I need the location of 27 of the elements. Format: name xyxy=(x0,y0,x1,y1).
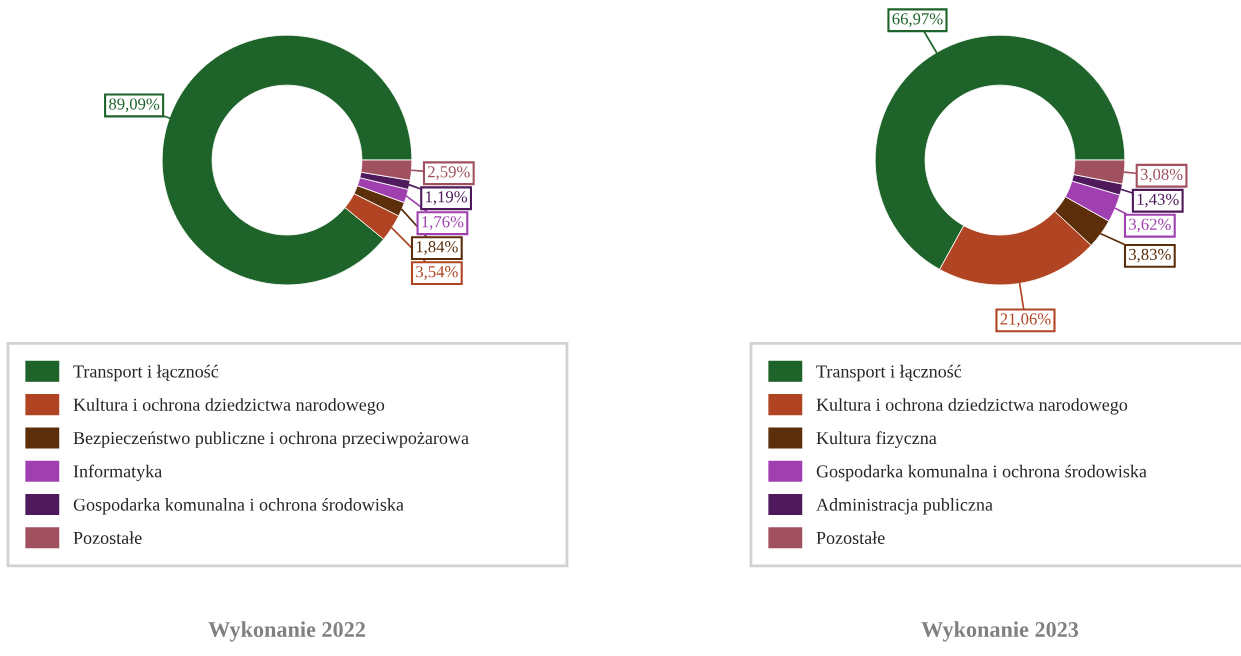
legend-label: Transport i łączność xyxy=(73,364,219,382)
legend-label: Pozostałe xyxy=(73,531,142,545)
data-label: 3,54% xyxy=(416,266,458,280)
data-label: 2,59% xyxy=(428,166,470,180)
legend-label: Kultura i ochrona dziedzictwa narodowego xyxy=(73,398,385,415)
data-label: 3,62% xyxy=(1129,218,1171,233)
legend-label: Kultura fizyczna xyxy=(816,431,937,448)
legend-label: Bezpieczeństwo publiczne i ochrona przeciwpożarowa xyxy=(73,431,469,448)
legend-label: Transport i łączność xyxy=(816,364,962,382)
donut-slice xyxy=(161,34,413,286)
data-label: 21,06% xyxy=(1000,313,1051,327)
data-label: 66,97% xyxy=(892,13,943,27)
legend-label: Gospodarka komunalna i ochrona środowiska xyxy=(73,498,404,515)
legend-label: Administracja publiczna xyxy=(816,498,993,515)
data-label: 1,19% xyxy=(426,191,468,205)
legend-label: Pozostałe xyxy=(816,531,885,545)
legend-label: Kultura i ochrona dziedzictwa narodowego xyxy=(816,398,1128,415)
text: Wykonanie 2023 xyxy=(921,621,1079,642)
text: Wykonanie 2022 xyxy=(208,621,365,642)
data-label: 1,84% xyxy=(416,241,458,255)
legend-label: Gospodarka komunalna i ochrona środowiska xyxy=(816,464,1147,482)
data-label: 1,76% xyxy=(422,216,464,230)
data-label: 1,43% xyxy=(1137,193,1179,208)
data-label: 3,08% xyxy=(1140,168,1183,183)
data-label: 3,83% xyxy=(1129,248,1171,263)
data-label: 89,09% xyxy=(109,98,160,113)
legend-label: Informatyka xyxy=(73,464,162,482)
